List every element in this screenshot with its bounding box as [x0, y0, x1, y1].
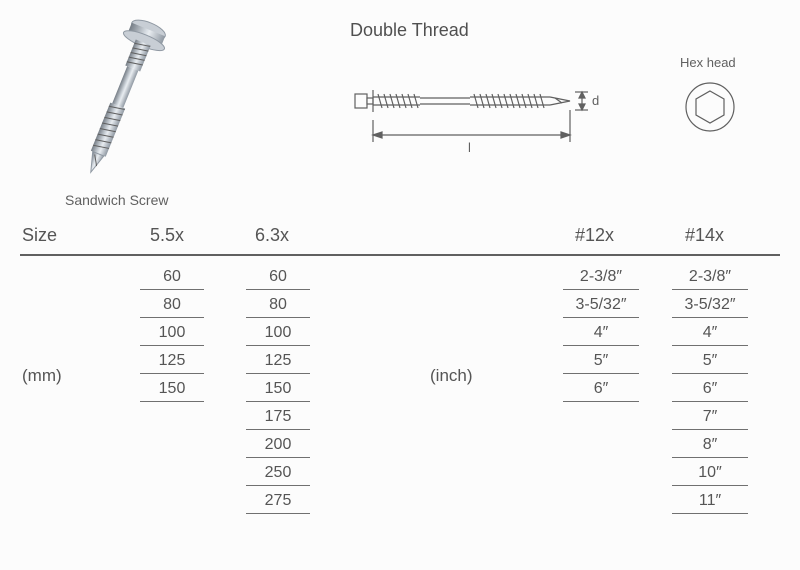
- table-cell: 10″: [672, 460, 748, 486]
- table-cell: 4″: [563, 320, 639, 346]
- hex-head-diagram: [675, 80, 745, 135]
- table-cell: 150: [140, 376, 204, 402]
- table-cell: 5″: [672, 348, 748, 374]
- table-cell: 3-5/32″: [563, 292, 639, 318]
- hex-head-label: Hex head: [680, 55, 736, 70]
- table-cell: 125: [140, 348, 204, 374]
- table-cell: 200: [246, 432, 310, 458]
- sandwich-screw-image: [45, 10, 195, 190]
- column-2: 2-3/8″3-5/32″4″5″6″: [555, 264, 647, 404]
- table-cell: 175: [246, 404, 310, 430]
- column-1: 6080100125150175200250275: [238, 264, 318, 516]
- col-header-0: 5.5x: [150, 225, 184, 246]
- col-header-3: #14x: [685, 225, 724, 246]
- table-cell: 150: [246, 376, 310, 402]
- col-header-1: 6.3x: [255, 225, 289, 246]
- table-cell: 2-3/8″: [672, 264, 748, 290]
- col-header-2: #12x: [575, 225, 614, 246]
- table-cell: 60: [246, 264, 310, 290]
- size-table: Size 5.5x 6.3x #12x #14x (mm) (inch) 608…: [0, 220, 800, 546]
- table-cell: 4″: [672, 320, 748, 346]
- page-title: Double Thread: [350, 20, 469, 41]
- table-cell: 6″: [563, 376, 639, 402]
- table-cell: 100: [140, 320, 204, 346]
- table-cell: 11″: [672, 488, 748, 514]
- product-label: Sandwich Screw: [65, 192, 169, 208]
- unit-inch-label: (inch): [430, 366, 473, 386]
- table-cell: 60: [140, 264, 204, 290]
- table-cell: 2-3/8″: [563, 264, 639, 290]
- table-cell: 125: [246, 348, 310, 374]
- length-label: l: [468, 140, 471, 155]
- table-cell: 275: [246, 488, 310, 514]
- table-cell: 3-5/32″: [672, 292, 748, 318]
- table-cell: 6″: [672, 376, 748, 402]
- size-header-label: Size: [22, 225, 57, 246]
- diameter-label: d: [592, 93, 599, 108]
- unit-mm-label: (mm): [22, 366, 62, 386]
- screw-side-diagram: d l: [350, 80, 610, 160]
- table-cell: 250: [246, 460, 310, 486]
- table-cell: 8″: [672, 432, 748, 458]
- table-cell: 100: [246, 320, 310, 346]
- column-3: 2-3/8″3-5/32″4″5″6″7″8″10″11″: [664, 264, 756, 516]
- table-cell: 5″: [563, 348, 639, 374]
- column-0: 6080100125150: [132, 264, 212, 404]
- table-cell: 80: [246, 292, 310, 318]
- table-cell: 80: [140, 292, 204, 318]
- table-cell: 7″: [672, 404, 748, 430]
